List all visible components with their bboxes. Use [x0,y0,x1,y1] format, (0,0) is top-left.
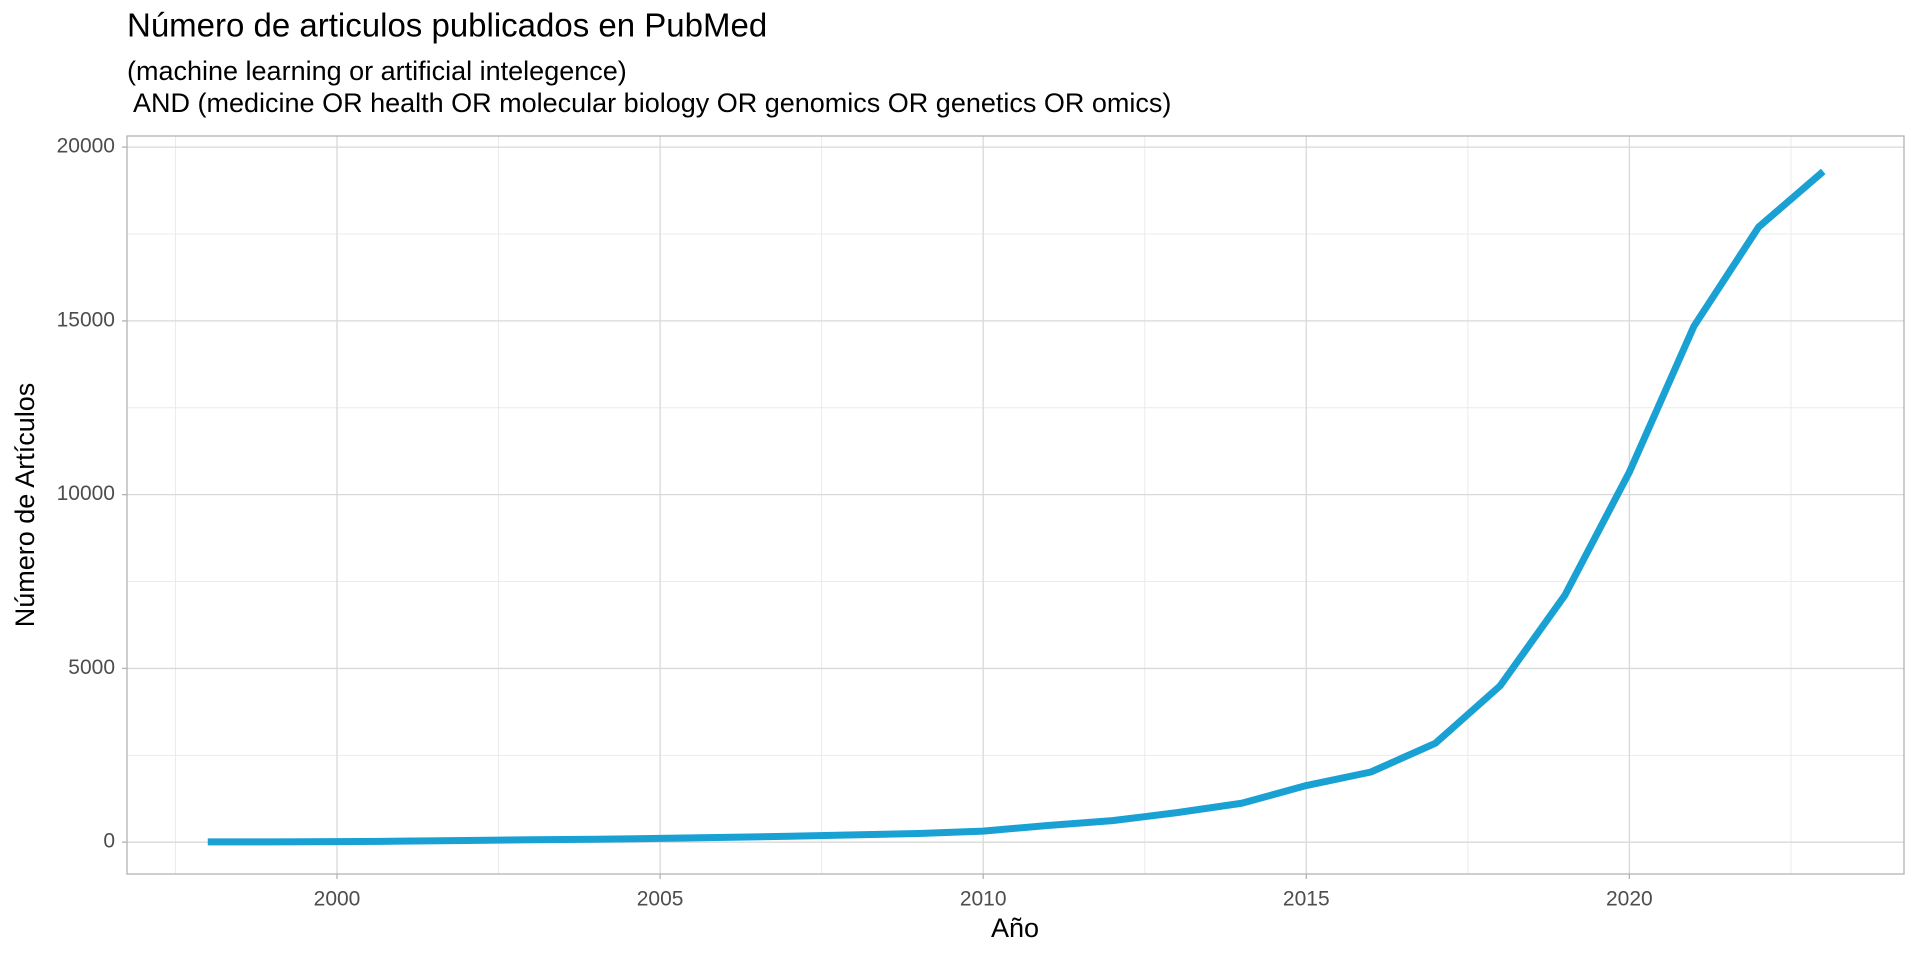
y-tick-label: 20000 [57,135,115,158]
y-tick-label: 15000 [57,308,115,331]
x-tick-label: 2005 [637,888,684,911]
y-tick-label: 10000 [57,482,115,505]
chart-subtitle: AND (medicine OR health OR molecular bio… [127,88,1171,118]
x-tick-label: 2015 [1283,888,1330,911]
x-tick-label: 2000 [314,888,361,911]
data-line [207,168,1826,846]
plot-border [126,135,1905,875]
chart-subtitle: (machine learning or artificial intelege… [127,56,627,86]
x-tick-label: 2010 [960,888,1007,911]
y-axis-title: Número de Artículos [10,383,40,628]
x-axis-title: Año [991,913,1039,943]
y-tick-label: 5000 [68,656,115,679]
x-tick-label: 2020 [1606,888,1653,911]
y-tick-label: 0 [103,830,115,853]
chart-title: Número de articulos publicados en PubMed [127,7,767,44]
